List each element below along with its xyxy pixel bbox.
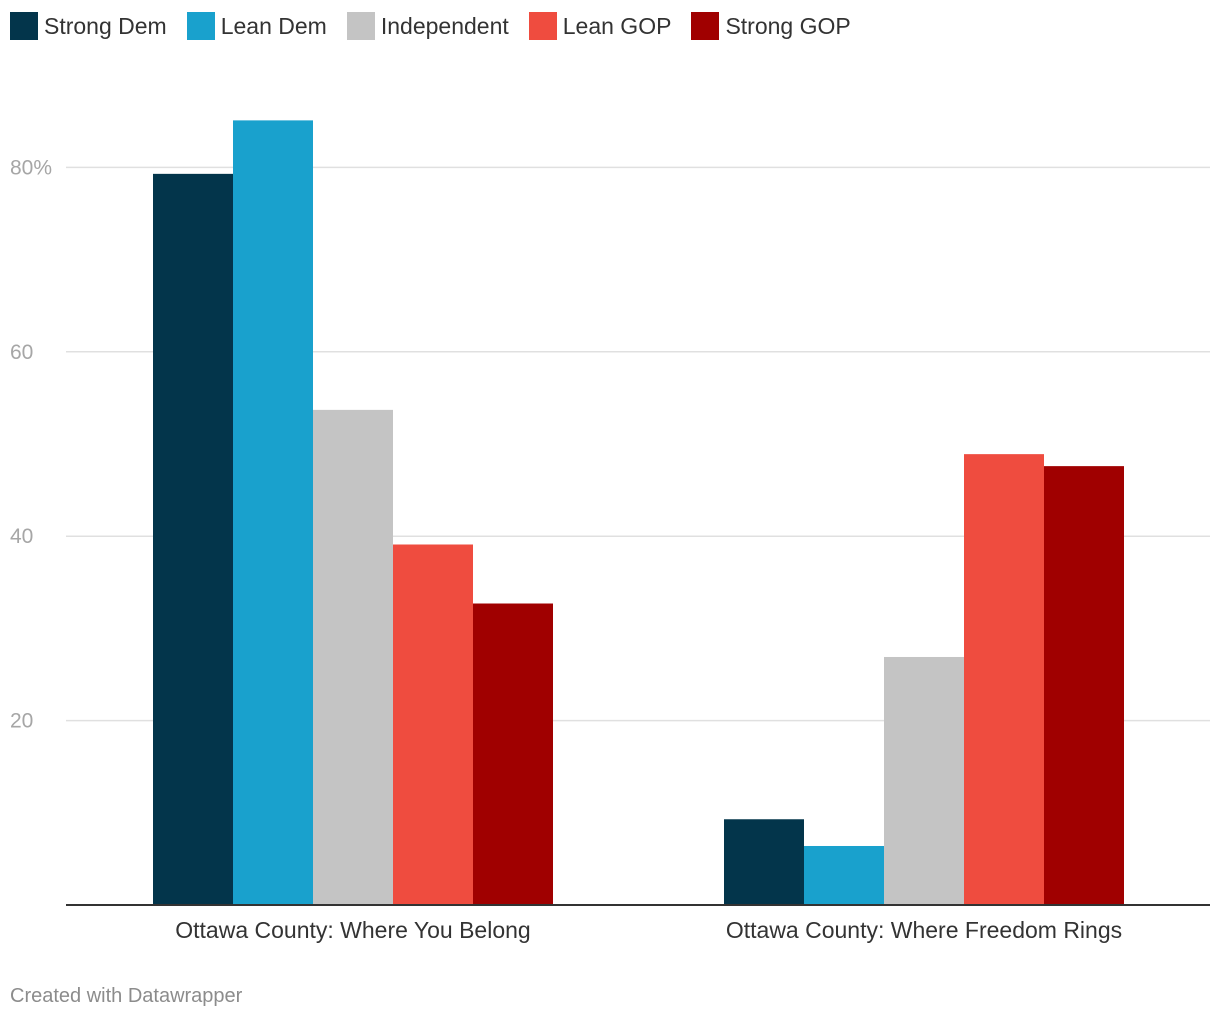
legend-item-lean-dem: Lean Dem: [186, 12, 327, 40]
credit-text: Created with Datawrapper: [10, 985, 243, 1007]
y-tick-label-40: 40: [10, 525, 33, 548]
legend-item-lean-gop: Lean GOP: [528, 12, 672, 40]
category-label-2: Ottawa County: Where Freedom Rings: [726, 917, 1122, 943]
bar-strong-gop-group-2: [1044, 466, 1124, 905]
y-tick-label-60: 60: [10, 341, 33, 364]
legend-swatch-strong-gop: [691, 12, 720, 40]
bar-strong-gop-group-1: [473, 603, 553, 905]
bar-lean-gop-group-1: [393, 544, 473, 905]
legend-label-strong-gop: Strong GOP: [725, 12, 851, 39]
bar-lean-dem-group-1: [233, 120, 313, 906]
legend-label-strong-dem: Strong Dem: [44, 12, 167, 39]
y-tick-label-80: 80%: [10, 156, 52, 179]
bar-lean-dem-group-2: [804, 845, 884, 905]
legend-label-independent: Independent: [380, 12, 509, 39]
bar-chart: 20 40 60 80% Ottawa County: Where You Belon…: [10, 120, 1210, 943]
y-axis-ticks: 20 40 60 80%: [10, 156, 52, 732]
bars: [153, 120, 1124, 906]
bar-independent-group-1: [313, 409, 393, 905]
chart-legend: Strong Dem Lean Dem Independent Lean GOP…: [10, 12, 871, 40]
legend-label-lean-gop: Lean GOP: [562, 12, 672, 39]
y-tick-label-20: 20: [10, 710, 33, 733]
x-axis-labels: Ottawa County: Where You Belong Ottawa Co…: [175, 917, 1122, 943]
bar-strong-dem-group-1: [153, 173, 233, 905]
legend-item-strong-gop: Strong GOP: [691, 12, 851, 40]
legend-swatch-strong-dem: [10, 12, 38, 40]
legend-swatch-lean-gop: [528, 12, 557, 40]
legend-label-lean-dem: Lean Dem: [220, 12, 327, 39]
legend-item-independent: Independent: [346, 12, 509, 40]
category-label-1: Ottawa County: Where You Belong: [175, 917, 530, 943]
legend-item-strong-dem: Strong Dem: [10, 12, 167, 40]
bar-independent-group-2: [884, 656, 964, 905]
bar-strong-dem-group-2: [724, 819, 804, 905]
legend-swatch-independent: [346, 12, 375, 40]
legend-swatch-lean-dem: [186, 12, 215, 40]
bar-lean-gop-group-2: [964, 454, 1044, 905]
